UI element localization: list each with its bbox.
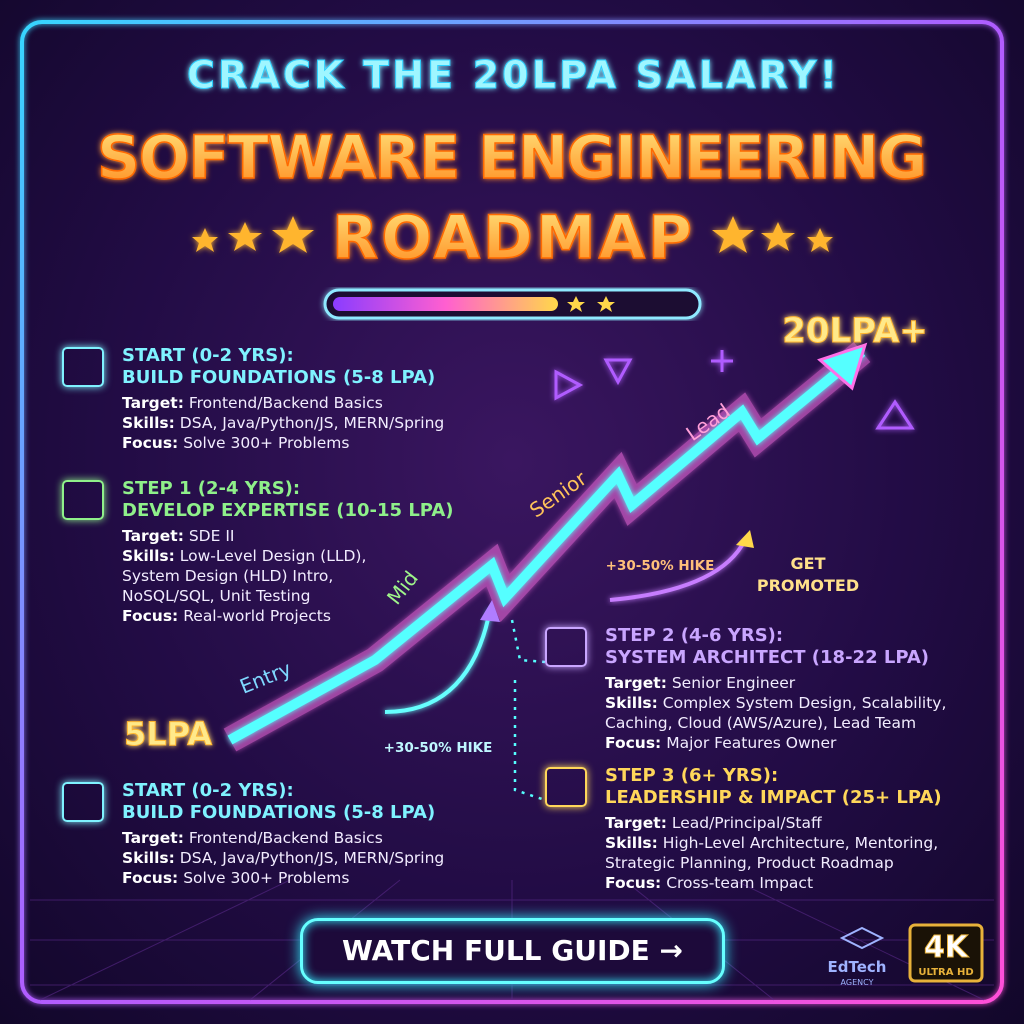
hike-arrow: [736, 530, 754, 548]
detail-label: Target:: [605, 814, 667, 832]
connector: [510, 619, 546, 802]
detail-label: Target:: [122, 394, 184, 412]
detail-label: Target:: [122, 829, 184, 847]
step-heading: STEP 1 (2-4 YRS):: [122, 478, 301, 499]
detail-text: Frontend/Backend Basics: [188, 829, 383, 847]
detail-row: Focus: Real-world Projects: [122, 606, 412, 626]
detail-text: Cross-team Impact: [666, 874, 814, 892]
detail-text: Complex System Design, Scalability, Cach…: [605, 694, 947, 732]
detail-row: Target: Senior Engineer: [605, 673, 985, 693]
detail-row: Skills: DSA, Java/Python/JS, MERN/Spring: [122, 848, 542, 868]
detail-label: Target:: [605, 674, 667, 692]
detail-text: DSA, Java/Python/JS, MERN/Spring: [179, 849, 445, 867]
step-details: Target: Frontend/Backend Basics Skills: D…: [122, 393, 542, 453]
step-icon: [545, 767, 587, 807]
hike-curve: [609, 539, 747, 602]
detail-label: Target:: [122, 527, 184, 545]
progress-stars: [567, 296, 615, 312]
detail-label: Focus:: [122, 607, 179, 625]
step-subheading: SYSTEM ARCHITECT (18-22 LPA): [605, 647, 930, 668]
step-heading: STEP 3 (6+ YRS):: [605, 765, 779, 786]
step-subheading: LEADERSHIP & IMPACT (25+ LPA): [605, 787, 942, 808]
step-details: Target: Lead/Principal/Staff Skills: High…: [605, 813, 985, 893]
detail-row: Target: Lead/Principal/Staff: [605, 813, 985, 833]
detail-row: Skills: Low-Level Design (LLD), System D…: [122, 546, 412, 606]
detail-label: Focus:: [605, 874, 662, 892]
detail-label: Skills:: [122, 414, 175, 432]
detail-label: Focus:: [122, 869, 179, 887]
detail-text: Solve 300+ Problems: [183, 869, 350, 887]
start-label: 5LPA: [124, 715, 212, 753]
title-line: SOFTWARE ENGINEERING: [97, 123, 927, 193]
decor-shapes: [554, 350, 915, 430]
step-icon: [62, 480, 104, 520]
hike-label: +30-50% HIKE: [384, 740, 493, 756]
detail-row: Skills: Complex System Design, Scalabili…: [605, 693, 985, 733]
detail-text: SDE II: [188, 527, 235, 545]
detail-label: Skills:: [605, 834, 658, 852]
step-subheading: DEVELOP EXPERTISE (10-15 LPA): [122, 500, 454, 521]
step-icon: [62, 347, 104, 387]
detail-row: Target: Frontend/Backend Basics: [122, 393, 542, 413]
step-heading: STEP 2 (4-6 YRS):: [605, 625, 784, 646]
title-line: ROADMAP: [332, 203, 692, 273]
detail-text: Senior Engineer: [671, 674, 796, 692]
detail-text: Solve 300+ Problems: [183, 434, 350, 452]
hike-label: +30-50% HIKE: [606, 558, 715, 574]
detail-row: Focus: Cross-team Impact: [605, 873, 985, 893]
step-subheading: BUILD FOUNDATIONS (5-8 LPA): [122, 802, 436, 823]
detail-text: DSA, Java/Python/JS, MERN/Spring: [179, 414, 445, 432]
detail-label: Skills:: [122, 547, 175, 565]
step-details: Target: Frontend/Backend Basics Skills: D…: [122, 828, 542, 888]
step-details: Target: SDE II Skills: Low-Level Design (…: [122, 526, 412, 626]
detail-label: Focus:: [605, 734, 662, 752]
detail-text: Low-Level Design (LLD), System Design (H…: [122, 547, 367, 605]
step-icon: [62, 782, 104, 822]
detail-label: Skills:: [605, 694, 658, 712]
level-label: Entry: [236, 656, 294, 698]
detail-text: Frontend/Backend Basics: [188, 394, 383, 412]
detail-row: Focus: Solve 300+ Problems: [122, 433, 542, 453]
detail-row: Focus: Solve 300+ Problems: [122, 868, 542, 888]
detail-text: Real-world Projects: [183, 607, 331, 625]
detail-row: Focus: Major Features Owner: [605, 733, 985, 753]
promotion-label: GET: [791, 554, 826, 573]
stars: [192, 216, 833, 253]
frame: [20, 20, 1004, 1004]
step: START (0-2 YRS): BUILD FOUNDATIONS (5-8 L…: [122, 345, 542, 453]
step-heading: START (0-2 YRS):: [122, 345, 294, 366]
detail-row: Target: SDE II: [122, 526, 412, 546]
growth-arrow: [227, 348, 866, 745]
step: START (0-2 YRS): BUILD FOUNDATIONS (5-8 L…: [122, 780, 542, 888]
step-details: Target: Senior Engineer Skills: Complex S…: [605, 673, 985, 753]
end-label: 20LPA+: [782, 311, 928, 351]
detail-label: Skills:: [122, 849, 175, 867]
detail-label: Focus:: [122, 434, 179, 452]
kicker: CRACK THE 20LPA SALARY!: [187, 53, 837, 97]
step: STEP 2 (4-6 YRS): SYSTEM ARCHITECT (18-22…: [605, 625, 985, 753]
detail-text: High-Level Architecture, Mentoring, Stra…: [605, 834, 939, 872]
detail-text: Major Features Owner: [666, 734, 837, 752]
detail-row: Target: Frontend/Backend Basics: [122, 828, 542, 848]
watch-button[interactable]: WATCH FULL GUIDE →: [300, 918, 725, 984]
step-heading: START (0-2 YRS):: [122, 780, 294, 801]
arrow-head: [817, 342, 868, 391]
step: STEP 1 (2-4 YRS): DEVELOP EXPERTISE (10-1…: [122, 478, 454, 626]
detail-row: Skills: DSA, Java/Python/JS, MERN/Spring: [122, 413, 542, 433]
detail-text: Lead/Principal/Staff: [671, 814, 822, 832]
progress-fill: [333, 297, 558, 311]
hike-curve: [384, 609, 492, 714]
step-icon: [545, 627, 587, 667]
step-subheading: BUILD FOUNDATIONS (5-8 LPA): [122, 367, 436, 388]
promotion-label: PROMOTED: [757, 576, 859, 595]
hike-arrow: [480, 600, 500, 622]
step: STEP 3 (6+ YRS): LEADERSHIP & IMPACT (25+…: [605, 765, 985, 893]
detail-row: Skills: High-Level Architecture, Mentori…: [605, 833, 985, 873]
